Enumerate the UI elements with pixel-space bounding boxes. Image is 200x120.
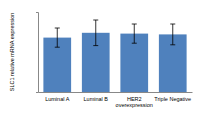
x-tick: Triple Negative bbox=[154, 92, 191, 102]
error-cap bbox=[55, 47, 60, 48]
x-tick-label-line: overexpression bbox=[116, 102, 153, 108]
x-axis-line bbox=[39, 92, 193, 93]
x-tick: HER2overexpression bbox=[116, 92, 153, 108]
error-line bbox=[134, 24, 135, 43]
error-bar bbox=[132, 24, 137, 43]
y-axis bbox=[36, 13, 39, 93]
x-tick-label: HER2overexpression bbox=[116, 96, 153, 108]
error-bar bbox=[93, 20, 98, 46]
chart: Luminal A Luminal B HER2overexpressionTrip… bbox=[0, 0, 200, 120]
plot: Luminal A Luminal B HER2overexpressionTrip… bbox=[36, 13, 193, 108]
error-line bbox=[57, 28, 58, 47]
y-axis-line bbox=[36, 13, 39, 93]
x-tick-label: Luminal B bbox=[84, 96, 109, 102]
error-cap bbox=[93, 45, 98, 46]
x-tick: Luminal A bbox=[45, 92, 69, 102]
marks bbox=[43, 20, 186, 92]
error-line bbox=[95, 20, 96, 46]
y-axis-title: SLC1 relative mRNA expression bbox=[9, 13, 15, 92]
error-cap bbox=[55, 28, 60, 29]
x-axis: Luminal A Luminal B HER2overexpressionTrip… bbox=[39, 92, 193, 108]
x-tick-label: Luminal A bbox=[45, 96, 69, 102]
error-bar bbox=[170, 24, 175, 45]
error-line bbox=[172, 24, 173, 45]
error-bar bbox=[55, 28, 60, 47]
error-cap bbox=[132, 24, 137, 25]
error-cap bbox=[170, 44, 175, 45]
error-cap bbox=[132, 43, 137, 44]
error-cap bbox=[170, 24, 175, 25]
error-cap bbox=[93, 20, 98, 21]
x-tick: Luminal B bbox=[84, 92, 109, 102]
x-tick-label: Triple Negative bbox=[154, 96, 191, 102]
